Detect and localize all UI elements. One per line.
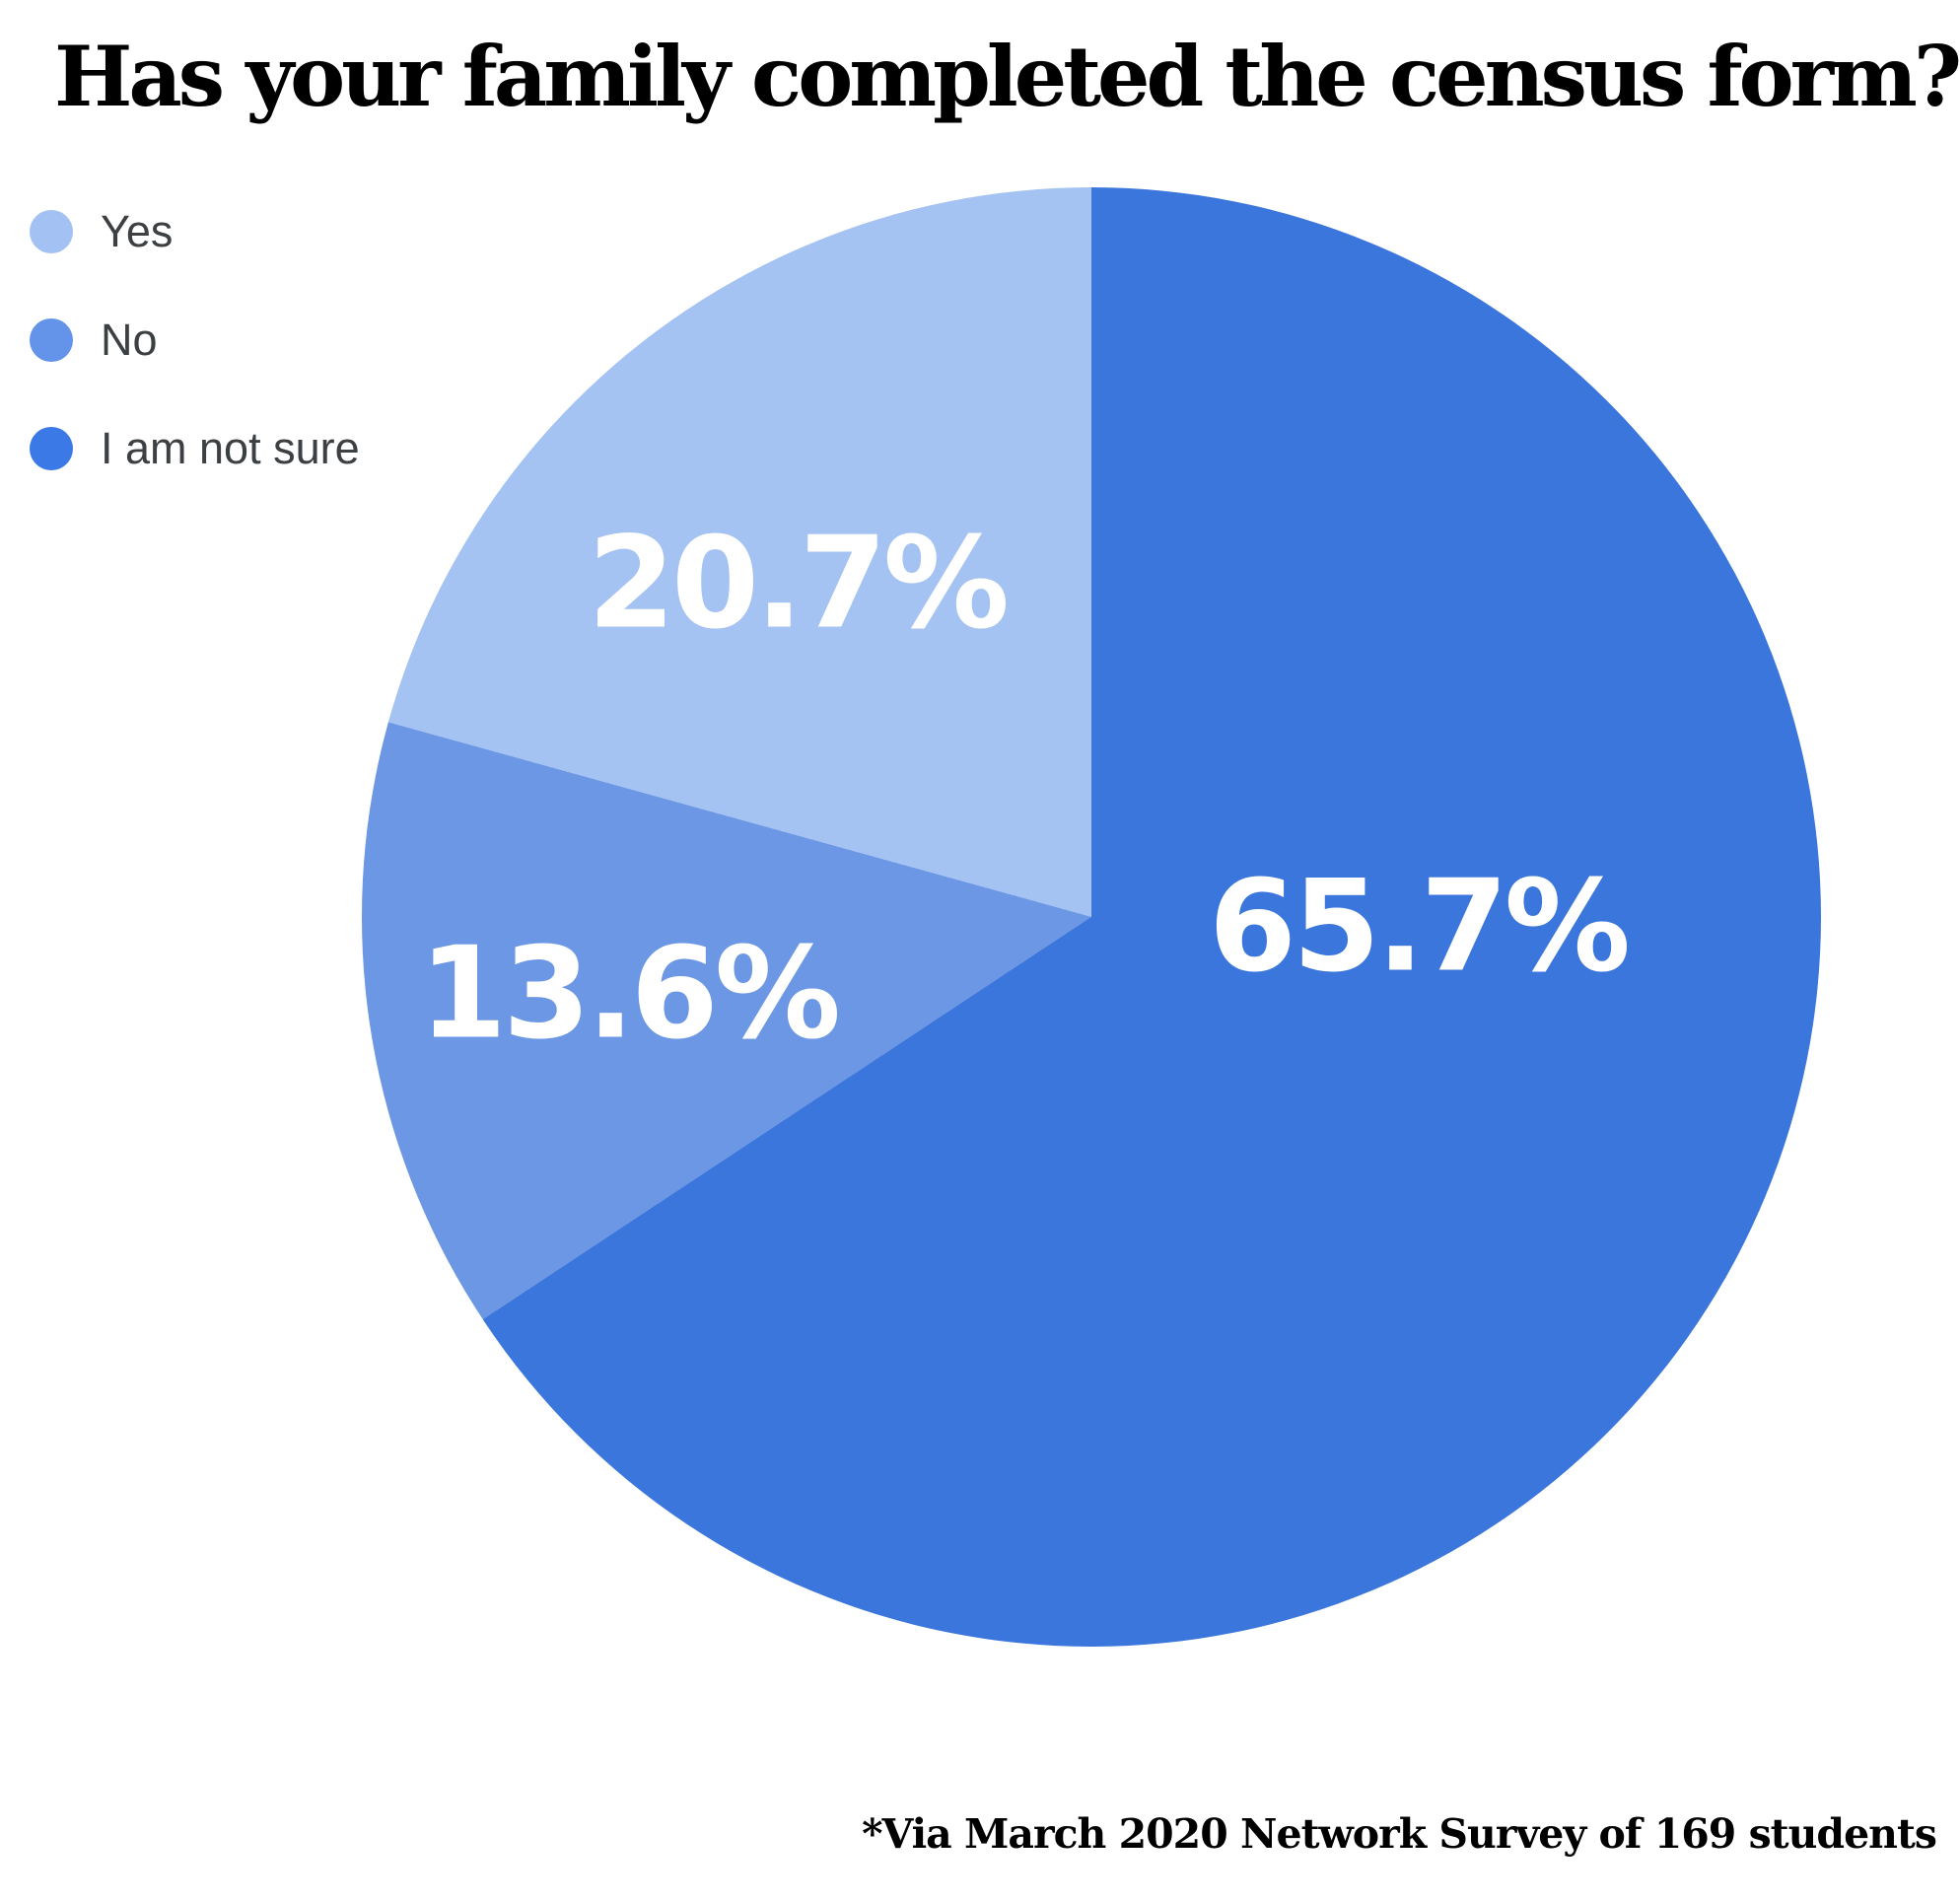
legend: Yes No I am not sure [30,209,360,471]
legend-item-yes: Yes [30,209,360,254]
pie-chart: 20.7% 13.6% 65.7% [362,187,1821,1647]
legend-label-yes: Yes [101,206,174,256]
legend-dot-yes-icon [30,210,73,253]
chart-title: Has your family completed the census for… [54,28,1960,125]
slice-label-no: 13.6% [418,920,841,1068]
legend-dot-not-sure-icon [30,427,73,470]
legend-label-no: No [101,315,158,365]
footnote: *Via March 2020 Network Survey of 169 st… [862,1810,1937,1858]
legend-item-not-sure: I am not sure [30,426,360,471]
legend-label-not-sure: I am not sure [101,423,360,473]
slice-label-yes: 20.7% [587,510,1010,658]
legend-item-no: No [30,317,360,363]
slice-label-not-sure: 65.7% [1208,853,1631,1001]
legend-dot-no-icon [30,318,73,362]
